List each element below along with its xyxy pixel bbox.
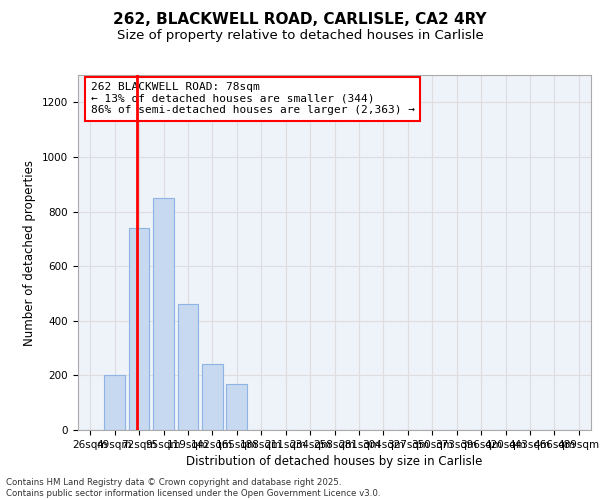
Y-axis label: Number of detached properties: Number of detached properties [23, 160, 37, 346]
Text: Size of property relative to detached houses in Carlisle: Size of property relative to detached ho… [116, 29, 484, 42]
Bar [202, 364, 223, 430]
Text: 262 BLACKWELL ROAD: 78sqm
← 13% of detached houses are smaller (344)
86% of semi: 262 BLACKWELL ROAD: 78sqm ← 13% of detac… [91, 82, 415, 116]
Text: Contains HM Land Registry data © Crown copyright and database right 2025.
Contai: Contains HM Land Registry data © Crown c… [6, 478, 380, 498]
Bar [226, 384, 247, 430]
Bar [178, 304, 199, 430]
Bar [128, 228, 149, 430]
Bar [153, 198, 174, 430]
Bar [104, 376, 125, 430]
X-axis label: Distribution of detached houses by size in Carlisle: Distribution of detached houses by size … [187, 456, 482, 468]
Text: 262, BLACKWELL ROAD, CARLISLE, CA2 4RY: 262, BLACKWELL ROAD, CARLISLE, CA2 4RY [113, 12, 487, 28]
